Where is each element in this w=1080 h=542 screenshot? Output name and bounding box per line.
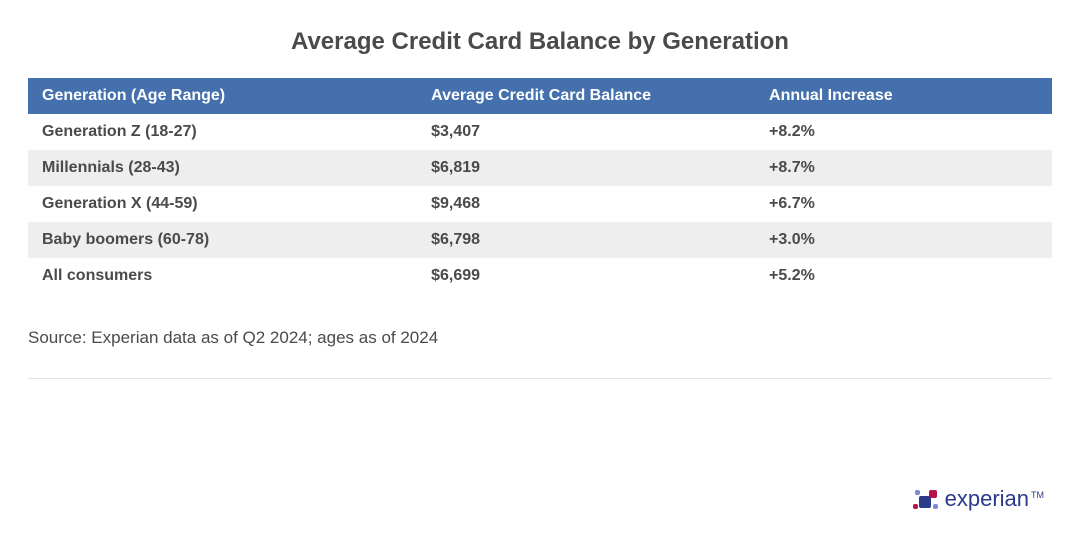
divider [28, 378, 1052, 379]
infographic-container: Average Credit Card Balance by Generatio… [0, 0, 1080, 542]
experian-logo-text: experianTM [945, 486, 1044, 512]
col-header-generation: Generation (Age Range) [28, 78, 417, 114]
col-header-increase: Annual Increase [755, 78, 1052, 114]
cell-generation: Generation X (44-59) [28, 186, 417, 222]
logo-square [919, 496, 931, 508]
table-row: Millennials (28-43) $6,819 +8.7% [28, 150, 1052, 186]
cell-generation: Millennials (28-43) [28, 150, 417, 186]
cell-increase: +6.7% [755, 186, 1052, 222]
cell-balance: $9,468 [417, 186, 755, 222]
logo-square [913, 504, 918, 509]
title: Average Credit Card Balance by Generatio… [28, 28, 1052, 56]
logo-tm: TM [1031, 490, 1044, 500]
cell-generation: Baby boomers (60-78) [28, 222, 417, 258]
table-row: Generation X (44-59) $9,468 +6.7% [28, 186, 1052, 222]
logo-square [929, 490, 937, 498]
table-row: All consumers $6,699 +5.2% [28, 258, 1052, 294]
cell-balance: $3,407 [417, 114, 755, 150]
table-row: Baby boomers (60-78) $6,798 +3.0% [28, 222, 1052, 258]
data-table: Generation (Age Range) Average Credit Ca… [28, 78, 1052, 294]
cell-generation: Generation Z (18-27) [28, 114, 417, 150]
experian-logo: experianTM [913, 486, 1044, 512]
table-row: Generation Z (18-27) $3,407 +8.2% [28, 114, 1052, 150]
cell-increase: +8.7% [755, 150, 1052, 186]
experian-logo-icon [913, 486, 939, 512]
logo-square [915, 490, 920, 495]
source-line: Source: Experian data as of Q2 2024; age… [28, 328, 1052, 348]
logo-square [933, 504, 938, 509]
cell-balance: $6,798 [417, 222, 755, 258]
cell-increase: +8.2% [755, 114, 1052, 150]
logo-word: experian [945, 486, 1029, 511]
col-header-balance: Average Credit Card Balance [417, 78, 755, 114]
cell-increase: +3.0% [755, 222, 1052, 258]
cell-balance: $6,819 [417, 150, 755, 186]
cell-balance: $6,699 [417, 258, 755, 294]
cell-generation: All consumers [28, 258, 417, 294]
cell-increase: +5.2% [755, 258, 1052, 294]
table-header-row: Generation (Age Range) Average Credit Ca… [28, 78, 1052, 114]
